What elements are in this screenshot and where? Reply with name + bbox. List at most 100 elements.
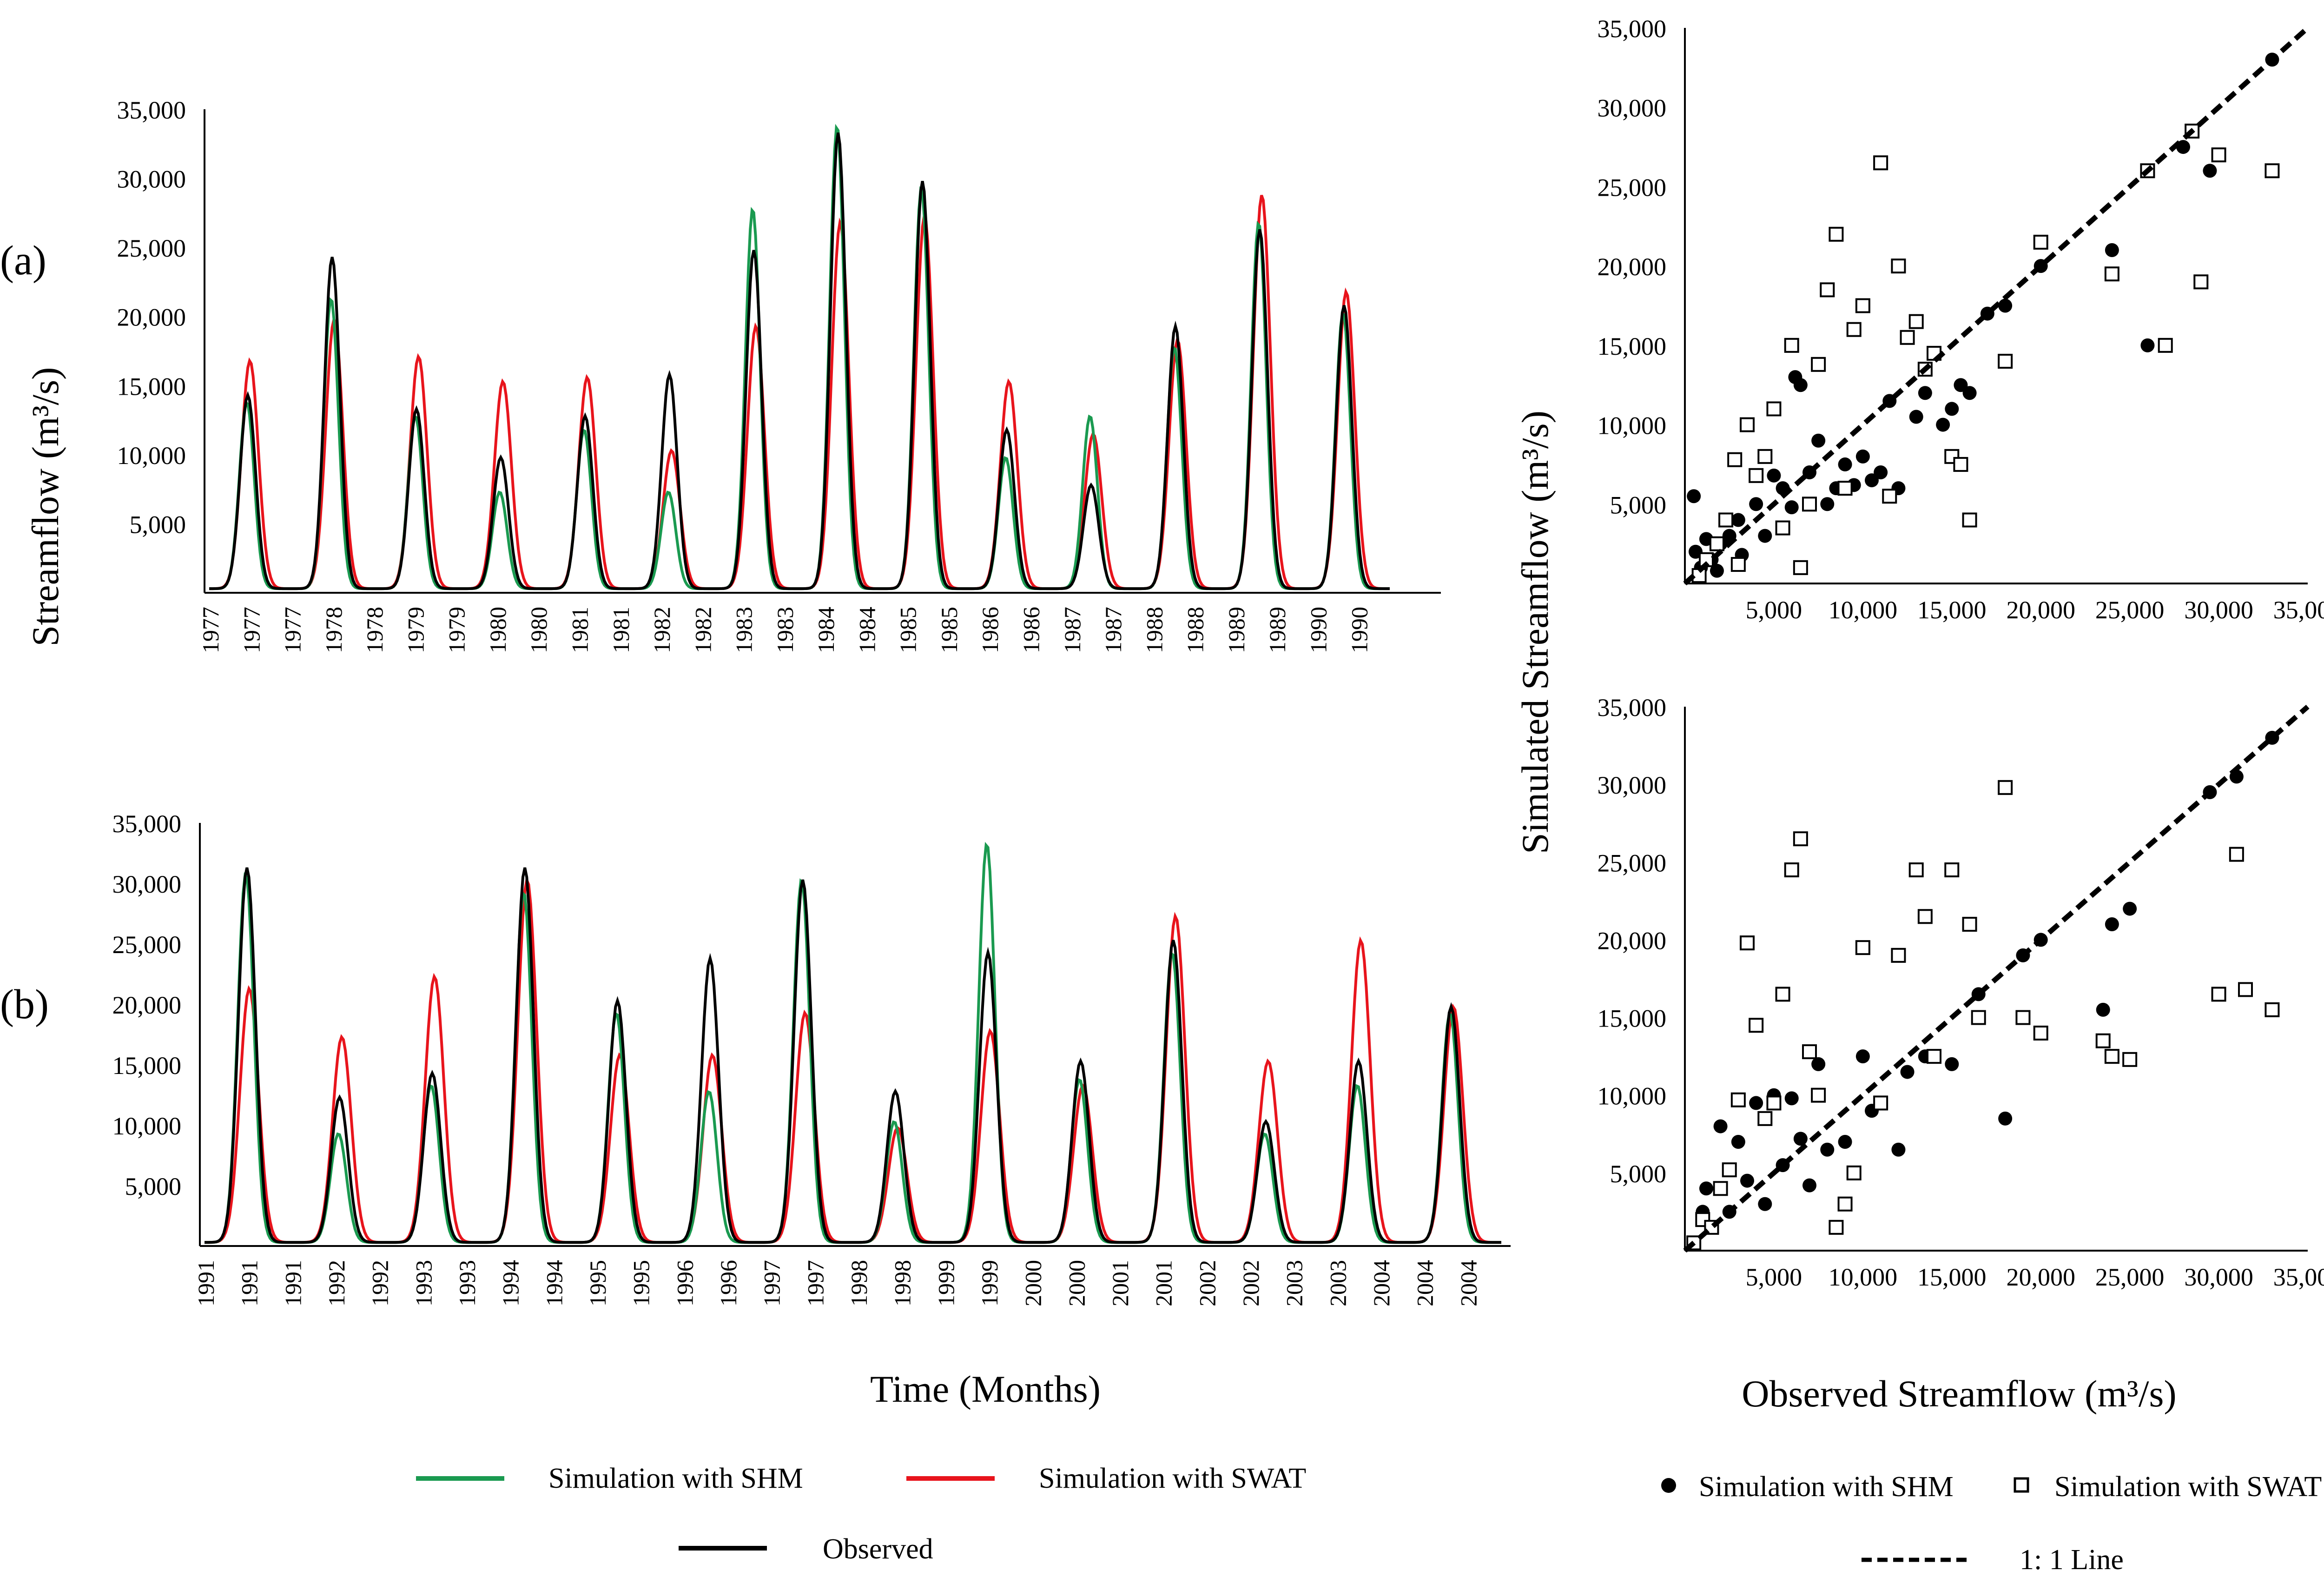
swat-point: [2095, 1033, 2111, 1048]
shm-point: [1909, 410, 1923, 424]
x-tick-label: 1991: [280, 1260, 306, 1306]
swat-point: [1998, 780, 2013, 795]
x-tick-label: 1982: [690, 607, 716, 653]
shm-point: [1731, 1135, 1745, 1149]
shm-point: [1767, 468, 1781, 483]
y-tick-label: 25,000: [112, 931, 182, 959]
ts-a-y-tick-labels: 5,000 10,000 15,000 20,000 25,000 30,000 35,00…: [117, 96, 186, 538]
x-tick-label: 2004: [1455, 1260, 1481, 1306]
x-tick-label: 2002: [1238, 1260, 1264, 1306]
sc-a-y-tick-labels: 5,000 10,000 15,000 20,000 25,000 30,000 35,00…: [1598, 15, 1667, 519]
x-tick-label: 5,000: [1746, 1263, 1802, 1291]
shm-point: [2096, 1002, 2110, 1017]
swat-point: [1730, 1092, 1746, 1107]
legend-right-swat-label: Simulation with SWAT: [2054, 1471, 2322, 1503]
swat-point: [1962, 917, 1977, 932]
swat-point: [1873, 155, 1888, 171]
x-tick-label: 1977: [198, 607, 224, 653]
ts-b-y-tick-labels: 5,000 10,000 15,000 20,000 25,000 30,000 35,00…: [112, 810, 182, 1200]
x-tick-label: 10,000: [1829, 596, 1898, 624]
swat-point: [1784, 862, 1799, 877]
swat-point: [2265, 1002, 2280, 1017]
y-tick-label: 30,000: [1598, 94, 1667, 122]
sc-b-y-tick-labels: 5,000 10,000 15,000 20,000 25,000 30,000 35,00…: [1598, 694, 1667, 1188]
y-tick-label: 25,000: [1598, 173, 1667, 201]
swat-point: [1784, 338, 1799, 353]
sc-b-x-tick-labels: 5,000 10,000 15,000 20,000 25,000 30,000 35,00…: [1746, 1263, 2324, 1291]
x-tick-label: 1980: [526, 607, 552, 653]
y-tick-label: 5,000: [130, 510, 186, 538]
x-tick-label: 35,000: [2273, 1263, 2324, 1291]
series-line-observed: [209, 133, 1390, 590]
ts-a-axes: [204, 109, 1441, 594]
x-tick-label: 30,000: [2184, 596, 2253, 624]
x-tick-label: 1993: [410, 1260, 436, 1306]
x-tick-label: 15,000: [1917, 596, 1987, 624]
x-tick-label: 1988: [1182, 607, 1208, 653]
x-tick-label: 1981: [608, 607, 634, 653]
swat-point: [1766, 1095, 1782, 1111]
x-tick-label: 1980: [485, 607, 511, 653]
swat-point: [1829, 226, 1844, 242]
x-tick-label: 1999: [933, 1260, 959, 1306]
x-tick-label: 1984: [813, 607, 839, 653]
y-tick-label: 10,000: [1598, 1082, 1667, 1110]
shm-point: [1793, 378, 1808, 392]
sc-a-x-tick-labels: 5,000 10,000 15,000 20,000 25,000 30,000 35,00…: [1746, 596, 2324, 624]
swat-point: [1727, 452, 1743, 467]
shm-point: [1687, 489, 1701, 504]
shm-point: [1945, 402, 1959, 416]
shm-point: [1740, 1173, 1754, 1188]
shm-point: [1749, 497, 1763, 511]
series-line-observed: [205, 867, 1501, 1244]
legend-swat-marker: [2014, 1477, 2029, 1493]
swat-point: [1846, 1165, 1862, 1180]
swat-point: [2211, 987, 2226, 1002]
swat-point: [1749, 1018, 1764, 1033]
x-tick-label: 1992: [367, 1260, 393, 1306]
right-x-axis-title: Observed Streamflow (m³/s): [1742, 1372, 2176, 1415]
swat-point: [2104, 1049, 2119, 1064]
swat-point: [1740, 417, 1755, 432]
x-tick-label: 1989: [1223, 607, 1249, 653]
y-tick-label: 20,000: [112, 991, 182, 1019]
swat-point: [2238, 982, 2253, 997]
legend-swat-label: Simulation with SWAT: [1039, 1463, 1306, 1494]
swat-point: [1944, 862, 1960, 877]
shm-point: [1820, 1142, 1835, 1157]
x-tick-label: 2004: [1412, 1260, 1438, 1306]
y-tick-label: 30,000: [1598, 771, 1667, 799]
x-tick-label: 1989: [1264, 607, 1290, 653]
one-to-one-line: [1683, 704, 2310, 1253]
x-tick-label: 1987: [1100, 607, 1126, 653]
y-tick-label: 10,000: [112, 1112, 182, 1140]
x-tick-label: 1977: [280, 607, 306, 653]
y-tick-label: 35,000: [1598, 694, 1667, 722]
shm-point: [1802, 1178, 1816, 1193]
x-tick-label: 2000: [1063, 1260, 1089, 1306]
shm-point: [1954, 378, 1968, 392]
x-tick-label: 25,000: [2095, 596, 2165, 624]
y-tick-label: 20,000: [117, 304, 186, 331]
y-tick-label: 30,000: [112, 870, 182, 898]
panel-b-label: (b): [0, 981, 49, 1027]
swat-point: [1998, 354, 2013, 369]
swat-point: [2265, 163, 2280, 179]
legend-one-to-one-label: 1: 1 Line: [2020, 1544, 2124, 1576]
swat-point: [1927, 1049, 1941, 1064]
x-tick-label: 1986: [1018, 607, 1044, 653]
shm-point: [2105, 243, 2119, 257]
x-tick-label: 1993: [454, 1260, 480, 1306]
swat-point: [2211, 147, 2226, 163]
x-tick-label: 1987: [1059, 607, 1085, 653]
x-tick-label: 1979: [444, 607, 470, 653]
y-tick-label: 5,000: [1610, 1160, 1667, 1188]
y-tick-label: 5,000: [125, 1173, 182, 1200]
x-tick-label: 1983: [772, 607, 798, 653]
swat-point: [1793, 560, 1808, 575]
swat-point: [2193, 274, 2209, 290]
swat-point: [1855, 298, 1870, 313]
x-tick-label: 1978: [362, 607, 388, 653]
shm-point: [1891, 1142, 1906, 1157]
shm-point: [1749, 1096, 1763, 1110]
